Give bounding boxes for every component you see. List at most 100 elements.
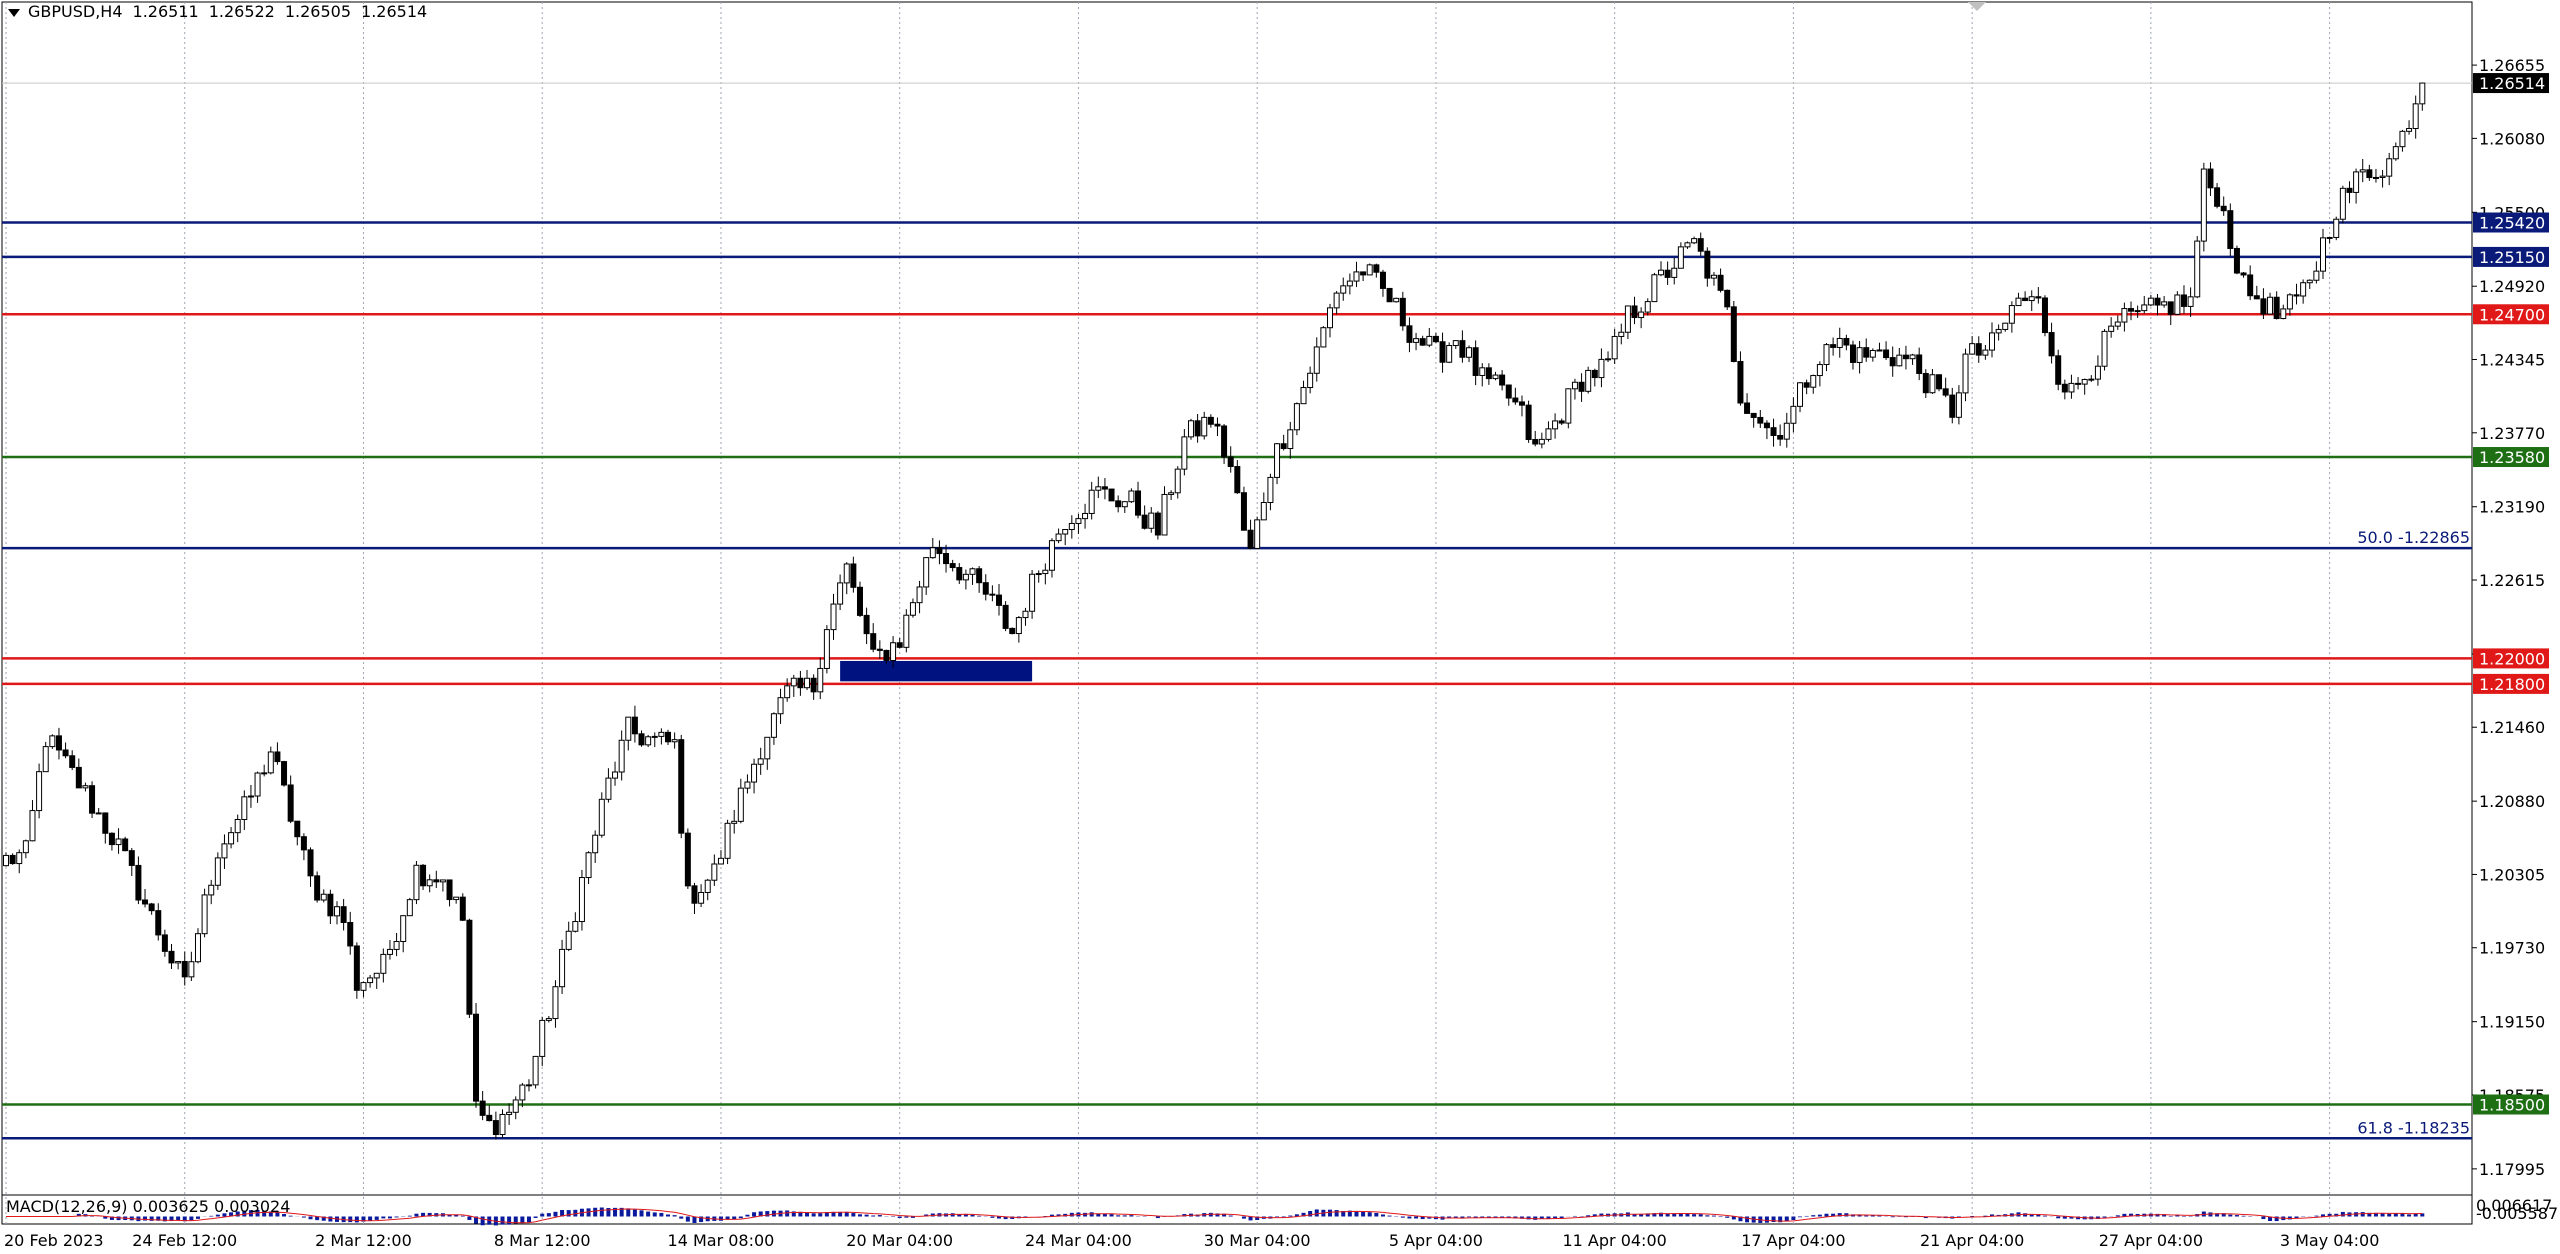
candle-body	[406, 899, 413, 917]
candle-body	[2002, 322, 2009, 330]
candle-body	[578, 877, 585, 923]
candle-body	[1770, 427, 1777, 437]
candle-body	[95, 812, 102, 815]
candle-body	[704, 879, 711, 893]
candle-body	[1214, 423, 1221, 427]
candle-body	[69, 755, 76, 768]
candle-body	[1439, 341, 1446, 363]
collapse-triangle-icon[interactable]	[8, 8, 20, 17]
candle-body	[1717, 274, 1724, 291]
candle-body	[539, 1019, 546, 1057]
candle-body	[62, 749, 69, 757]
candle-body	[1869, 350, 1876, 358]
level-price-label: 1.22000	[2479, 649, 2545, 668]
level-price-label: 1.25150	[2479, 248, 2545, 267]
candle-body	[386, 948, 393, 955]
candle-body	[1320, 327, 1327, 348]
zone-rectangle[interactable]	[840, 660, 1033, 682]
quote-close: 1.26514	[361, 2, 428, 21]
y-tick-label: 1.20880	[2479, 792, 2545, 811]
y-tick-label: 1.24920	[2479, 277, 2545, 296]
candle-body	[281, 761, 288, 786]
candle-body	[29, 810, 36, 842]
y-tick-label: 1.19150	[2479, 1013, 2545, 1032]
chart-frame	[1, 1, 2473, 1225]
candle-body	[1015, 617, 1022, 635]
chart-shift-icon[interactable]	[1968, 2, 1986, 11]
candle-body	[108, 832, 115, 846]
candle-body	[1254, 519, 1261, 549]
candle-body	[1671, 267, 1678, 278]
candle-body	[843, 563, 850, 584]
candle-body	[1618, 331, 1625, 337]
candle-body	[2108, 325, 2115, 332]
candle-body	[2048, 332, 2055, 357]
candle-body	[512, 1099, 519, 1113]
candle-body	[155, 910, 162, 936]
candle-body	[1108, 488, 1115, 502]
candle-body	[1022, 610, 1029, 619]
candle-body	[817, 667, 824, 693]
candle-body	[327, 893, 334, 917]
candle-body	[2075, 382, 2082, 385]
candle-body	[314, 875, 321, 901]
candle-body	[1624, 305, 1631, 333]
candle-body	[1876, 349, 1883, 352]
candle-body	[201, 894, 208, 935]
candle-body	[1393, 297, 1400, 303]
fib-label: 50.0 -1.22865	[2357, 528, 2470, 547]
candle-body	[1538, 438, 1545, 445]
x-tick-label: 24 Mar 04:00	[1025, 1231, 1132, 1250]
candle-body	[605, 777, 612, 800]
candle-body	[2372, 176, 2379, 179]
candle-body	[2114, 321, 2121, 327]
quote-high: 1.26522	[208, 2, 275, 21]
candle-body	[2353, 171, 2360, 193]
candle-body	[373, 972, 380, 979]
candle-body	[1936, 374, 1943, 390]
candle-body	[1916, 354, 1923, 374]
candle-body	[1055, 533, 1062, 542]
candle-body	[22, 840, 29, 854]
candle-body	[684, 832, 691, 887]
candle-body	[1492, 374, 1499, 380]
candle-body	[1611, 335, 1618, 360]
candle-body	[1379, 271, 1386, 289]
candle-body	[982, 582, 989, 595]
candle-body	[2326, 236, 2333, 239]
candle-body	[420, 864, 427, 887]
candle-body	[638, 733, 645, 746]
candle-body	[592, 834, 599, 854]
candle-body	[737, 787, 744, 822]
candle-body	[2128, 308, 2135, 312]
x-tick-label: 20 Mar 04:00	[846, 1231, 953, 1250]
candle-body	[1274, 443, 1281, 478]
x-tick-label: 24 Feb 12:00	[132, 1231, 237, 1250]
candle-body	[1479, 367, 1486, 376]
level-price-label: 1.18500	[2479, 1096, 2545, 1115]
candle-body	[1088, 489, 1095, 514]
candle-body	[393, 940, 400, 950]
candle-body	[2253, 295, 2260, 300]
candle-body	[1459, 340, 1466, 358]
candle-body	[1029, 573, 1036, 612]
candle-body	[1141, 514, 1148, 529]
candle-body	[36, 771, 43, 812]
candle-body	[89, 785, 96, 814]
level-price-tag	[2473, 1094, 2549, 1115]
candle-body	[1095, 486, 1102, 491]
candle-body	[506, 1111, 513, 1115]
candle-body	[916, 586, 923, 604]
candle-body	[1002, 604, 1009, 629]
candle-body	[446, 879, 453, 901]
candle-body	[459, 896, 466, 921]
candle-body	[1075, 518, 1082, 524]
candle-body	[1942, 388, 1949, 396]
candle-body	[2015, 297, 2022, 307]
candle-body	[340, 906, 347, 924]
candle-body	[1187, 420, 1194, 438]
candle-body	[1082, 512, 1089, 520]
candle-body	[1293, 403, 1300, 431]
candle-body	[1757, 416, 1764, 424]
